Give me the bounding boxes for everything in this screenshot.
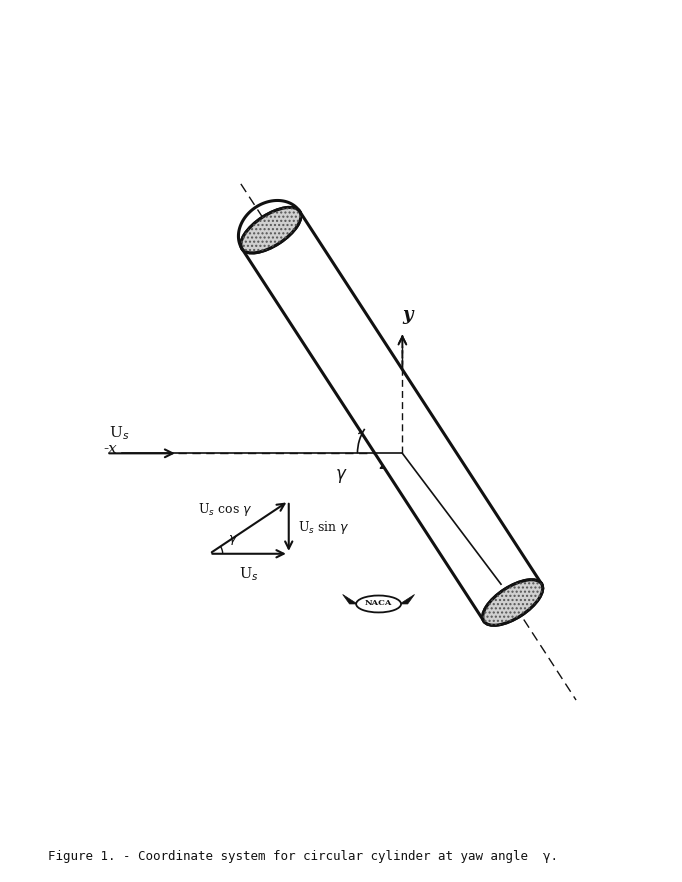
Text: U$_s$: U$_s$ bbox=[109, 424, 130, 442]
Text: Figure 1. - Coordinate system for circular cylinder at yaw angle  γ.: Figure 1. - Coordinate system for circul… bbox=[48, 849, 558, 863]
Text: -x: -x bbox=[103, 442, 117, 456]
Polygon shape bbox=[342, 594, 357, 604]
Ellipse shape bbox=[241, 207, 301, 253]
Polygon shape bbox=[242, 212, 542, 621]
Text: U$_s$: U$_s$ bbox=[239, 565, 259, 583]
Ellipse shape bbox=[483, 579, 543, 625]
Ellipse shape bbox=[483, 579, 543, 625]
Text: z: z bbox=[512, 589, 522, 608]
Polygon shape bbox=[400, 594, 415, 604]
Text: L: L bbox=[424, 469, 434, 483]
Ellipse shape bbox=[241, 207, 301, 253]
Ellipse shape bbox=[356, 595, 401, 612]
Text: NACA: NACA bbox=[365, 599, 392, 607]
Text: $\gamma$: $\gamma$ bbox=[228, 534, 239, 548]
Text: U$_s$ cos $\gamma$: U$_s$ cos $\gamma$ bbox=[198, 501, 252, 518]
Text: U$_s$ sin $\gamma$: U$_s$ sin $\gamma$ bbox=[298, 519, 350, 536]
Text: $\gamma$: $\gamma$ bbox=[336, 467, 348, 484]
Text: y: y bbox=[402, 306, 413, 324]
